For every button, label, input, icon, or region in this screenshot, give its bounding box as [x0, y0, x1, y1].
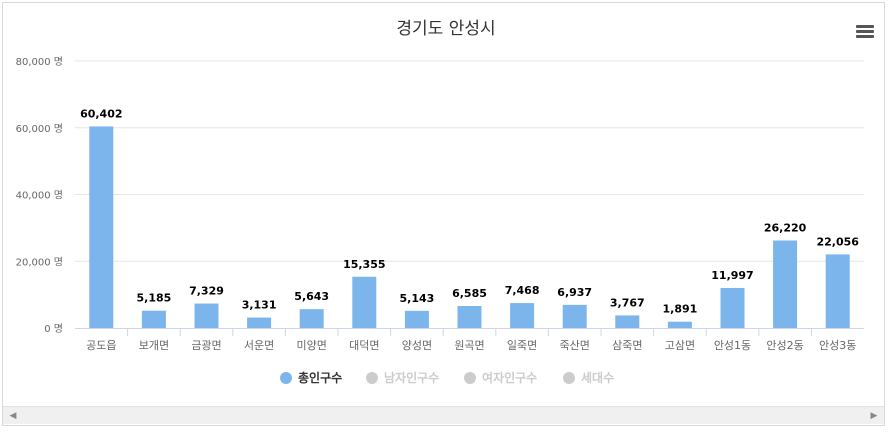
legend-item[interactable]: 남자인구수 — [366, 370, 439, 385]
bar[interactable] — [404, 310, 429, 328]
data-label: 5,185 — [137, 292, 172, 305]
y-tick-label: 60,000 명 — [16, 123, 63, 135]
data-label: 15,355 — [343, 258, 385, 271]
x-tick-label: 대덕면 — [349, 339, 379, 352]
legend-label: 세대수 — [581, 370, 614, 385]
scroll-left-arrow-icon[interactable]: ◀ — [9, 411, 17, 421]
data-label: 6,937 — [557, 286, 592, 299]
x-tick-label: 안성2동 — [766, 339, 803, 352]
bar-series[interactable] — [89, 126, 850, 328]
legend-marker — [563, 372, 575, 384]
x-tick-label: 양성면 — [402, 339, 432, 352]
legend[interactable]: 총인구수 남자인구수 여자인구수 세대수 — [280, 370, 614, 385]
hamburger-menu-icon[interactable] — [856, 25, 874, 39]
horizontal-scrollbar[interactable]: ◀ ▶ — [3, 406, 884, 424]
bar[interactable] — [299, 309, 324, 328]
value-labels: 60,402 5,185 7,329 3,131 5,643 15,355 5,143 6,5… — [80, 107, 859, 315]
legend-marker — [366, 372, 378, 384]
legend-label: 남자인구수 — [384, 370, 439, 385]
bar[interactable] — [510, 303, 535, 328]
bar[interactable] — [194, 303, 219, 328]
bar[interactable] — [141, 310, 166, 328]
legend-label: 여자인구수 — [482, 370, 537, 385]
x-tick-label: 안성3동 — [819, 339, 856, 352]
grid-lines — [75, 60, 864, 262]
legend-item[interactable]: 여자인구수 — [464, 370, 537, 385]
x-tick-label: 서운면 — [244, 339, 274, 352]
bar[interactable] — [667, 321, 692, 328]
x-tick-label: 원곡면 — [454, 339, 484, 352]
scroll-right-arrow-icon[interactable]: ▶ — [870, 411, 878, 421]
data-label: 6,585 — [452, 287, 487, 300]
x-axis: 공도읍 보개면 금광면 서운면 미양면 대덕면 양성면 원곡면 일죽면 죽산면 삼죽면 고삼면 안성1동… — [75, 328, 864, 352]
x-tick-label: 공도읍 — [86, 339, 116, 352]
bar[interactable] — [352, 276, 377, 328]
bar[interactable] — [615, 315, 640, 328]
x-tick-label: 삼죽면 — [612, 339, 642, 352]
x-tick-label: 보개면 — [139, 339, 169, 352]
data-label: 22,056 — [816, 235, 859, 248]
x-tick-label: 안성1동 — [714, 339, 751, 352]
legend-label: 총인구수 — [298, 370, 342, 385]
y-axis-labels: 0 명 20,000 명 40,000 명 60,000 명 80,000 명 — [16, 56, 63, 335]
legend-marker — [280, 372, 292, 384]
data-label: 7,468 — [505, 284, 540, 297]
bar[interactable] — [457, 306, 482, 328]
x-tick-label: 금광면 — [191, 339, 221, 352]
y-tick-label: 40,000 명 — [16, 190, 63, 202]
data-label: 1,891 — [663, 303, 698, 316]
bar[interactable] — [825, 254, 850, 328]
bar[interactable] — [720, 287, 745, 328]
x-tick-label: 죽산면 — [560, 339, 590, 352]
x-tick-label: 미양면 — [297, 339, 327, 352]
y-tick-label: 80,000 명 — [16, 56, 63, 68]
data-label: 7,329 — [189, 285, 224, 298]
chart-svg: 경기도 안성시 0 명 20,000 명 40,000 명 60,000 명 80,00… — [16, 19, 864, 385]
data-label: 11,997 — [711, 269, 753, 282]
legend-item[interactable]: 세대수 — [563, 370, 614, 385]
legend-marker — [464, 372, 476, 384]
chart-title: 경기도 안성시 — [396, 19, 495, 39]
data-label: 3,131 — [242, 299, 277, 312]
bar[interactable] — [773, 240, 798, 328]
data-label: 26,220 — [764, 221, 807, 234]
x-tick-label: 일죽면 — [507, 338, 537, 352]
x-tick-label: 고삼면 — [665, 339, 695, 352]
chart-container: 경기도 안성시 0 명 20,000 명 40,000 명 60,000 명 80,00… — [2, 2, 885, 426]
data-label: 60,402 — [80, 107, 122, 120]
y-tick-label: 20,000 명 — [16, 256, 63, 268]
legend-item[interactable]: 총인구수 — [280, 370, 342, 385]
bar[interactable] — [247, 317, 272, 328]
y-tick-label: 0 명 — [44, 323, 63, 335]
data-label: 5,643 — [294, 290, 329, 303]
bar[interactable] — [562, 304, 587, 328]
data-label: 3,767 — [610, 296, 645, 309]
data-label: 5,143 — [400, 292, 435, 305]
bar[interactable] — [89, 126, 114, 328]
